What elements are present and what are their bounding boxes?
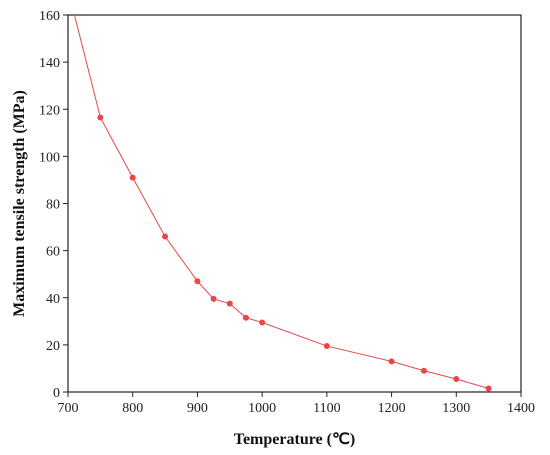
- y-axis-ticks: 0 20 40 60 80 100 120 140 160: [39, 9, 68, 401]
- x-tick-label: 1400: [507, 401, 535, 416]
- y-tick-label: 120: [39, 103, 60, 118]
- series-group: [73, 14, 492, 392]
- y-tick-label: 100: [39, 150, 60, 165]
- data-point: [210, 295, 217, 302]
- data-point: [453, 376, 460, 383]
- data-point: [420, 367, 427, 374]
- data-point: [388, 358, 395, 365]
- y-axis-title: Maximum tensile strength (MPa): [11, 90, 28, 317]
- data-point: [226, 300, 233, 307]
- data-point: [259, 319, 266, 326]
- data-point: [97, 114, 104, 121]
- y-tick-label: 140: [39, 56, 60, 71]
- y-tick-label: 60: [46, 245, 60, 260]
- y-tick-label: 0: [53, 386, 60, 401]
- y-tick-label: 20: [46, 339, 60, 354]
- x-tick-label: 1300: [442, 401, 470, 416]
- x-tick-label: 800: [122, 401, 143, 416]
- y-tick-label: 160: [39, 9, 60, 24]
- x-tick-label: 700: [58, 401, 79, 416]
- x-tick-label: 900: [187, 401, 208, 416]
- plot-frame: [67, 14, 522, 393]
- x-axis-title: Temperature (℃): [234, 431, 356, 448]
- x-tick-label: 1100: [313, 401, 340, 416]
- series-line: [73, 14, 489, 389]
- x-axis-ticks: 700 800 900 1000 1100 1200 1300 1400: [58, 392, 535, 416]
- y-tick-label: 80: [46, 198, 60, 213]
- y-tick-label: 40: [46, 292, 60, 307]
- data-point: [242, 314, 249, 321]
- x-tick-label: 1000: [248, 401, 276, 416]
- data-point: [194, 278, 201, 285]
- data-point: [129, 174, 136, 181]
- data-point: [485, 385, 492, 392]
- data-point: [323, 343, 330, 350]
- data-point: [162, 233, 169, 240]
- x-tick-label: 1200: [378, 401, 406, 416]
